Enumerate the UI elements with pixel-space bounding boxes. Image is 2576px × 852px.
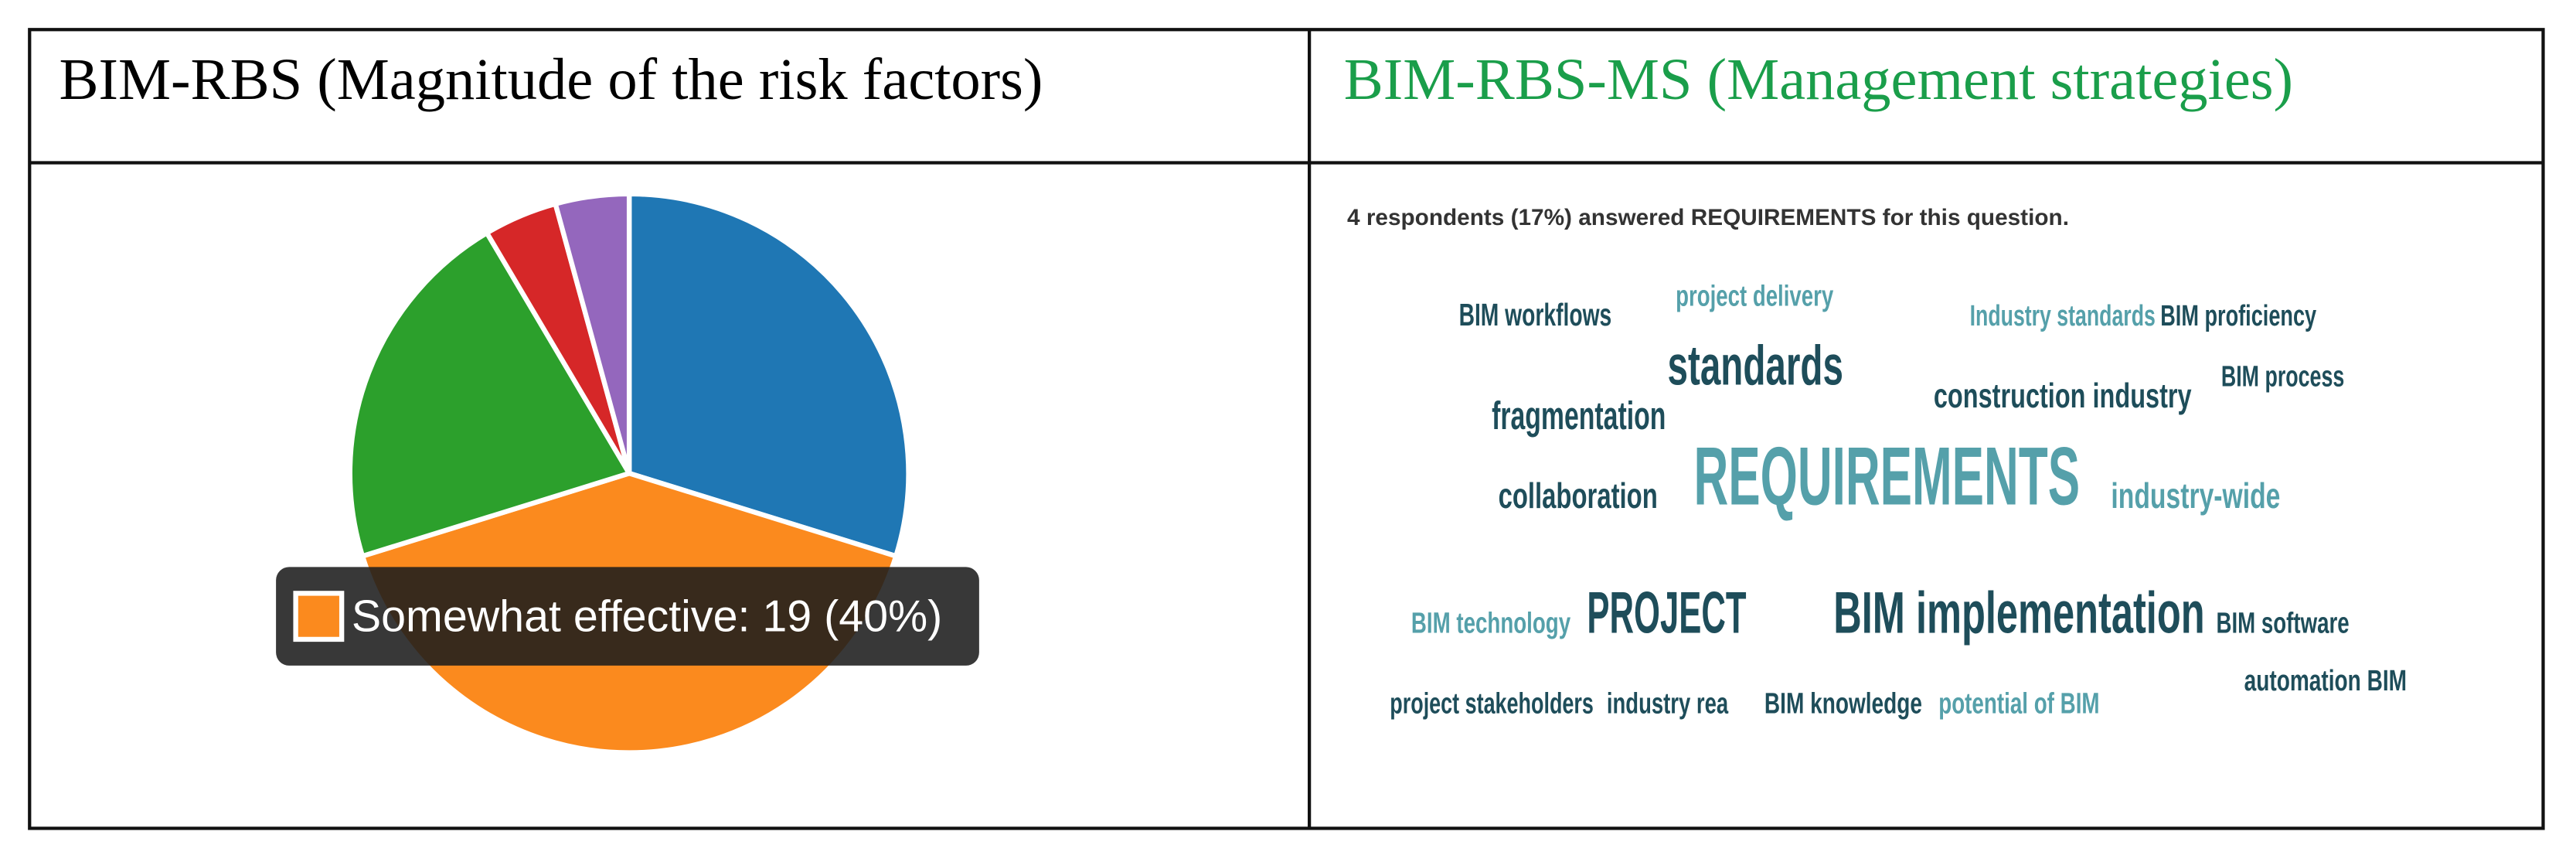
table-border — [28, 28, 2545, 830]
summary-part: 4 — [1347, 205, 1360, 230]
summary-part: REQUIREMENTS — [1691, 205, 1877, 230]
word: construction industry — [1934, 377, 2192, 415]
word: automation BIM — [2244, 664, 2407, 697]
column-header: BIM-RBS-MS (Management strategies) — [1344, 46, 2293, 112]
word: Industry standards — [1970, 299, 2156, 332]
word: BIM process — [2221, 360, 2344, 394]
pie-slice — [552, 191, 632, 475]
word-cloud: BIM workflows project delivery Industry … — [1390, 279, 2407, 720]
word: REQUIREMENTS — [1694, 431, 2081, 523]
word: potential of BIM — [1938, 687, 2099, 721]
tooltip-label: Somewhat effective: 19 (40%) — [352, 591, 942, 641]
word: BIM implementation — [1833, 580, 2204, 646]
summary-part: for this question. — [1876, 205, 2069, 230]
summary-part: ) answered — [1564, 205, 1691, 230]
word: BIM software — [2216, 606, 2349, 639]
tooltip-box — [276, 567, 979, 666]
pie-chart: Somewhat effective: 19 (40%) — [276, 191, 979, 755]
pie-slice — [347, 229, 633, 560]
word: fragmentation — [1492, 394, 1666, 438]
word-cloud-summary: 4 respondents (17%) answered REQUIREMENT… — [1347, 205, 2069, 230]
column-header: BIM-RBS (Magnitude of the risk factors) — [60, 46, 1043, 112]
pie-slice — [626, 191, 911, 560]
word: BIM technology — [1411, 606, 1571, 639]
summary-part: 17% — [1519, 205, 1565, 230]
word: industry rea — [1607, 687, 1729, 721]
word: PROJECT — [1587, 580, 1746, 646]
summary-part: respondents ( — [1360, 205, 1519, 230]
word: BIM knowledge — [1764, 687, 1922, 721]
word: BIM proficiency — [2160, 299, 2316, 332]
tooltip-swatch — [293, 591, 345, 642]
word: industry-wide — [2111, 475, 2280, 516]
word: BIM workflows — [1459, 297, 1612, 332]
word: collaboration — [1499, 475, 1658, 516]
tooltip: Somewhat effective: 19 (40%) — [276, 567, 979, 666]
word: standards — [1668, 335, 1843, 397]
word: project stakeholders — [1390, 687, 1594, 721]
word: project delivery — [1676, 279, 1834, 312]
table-outline — [28, 28, 2545, 830]
